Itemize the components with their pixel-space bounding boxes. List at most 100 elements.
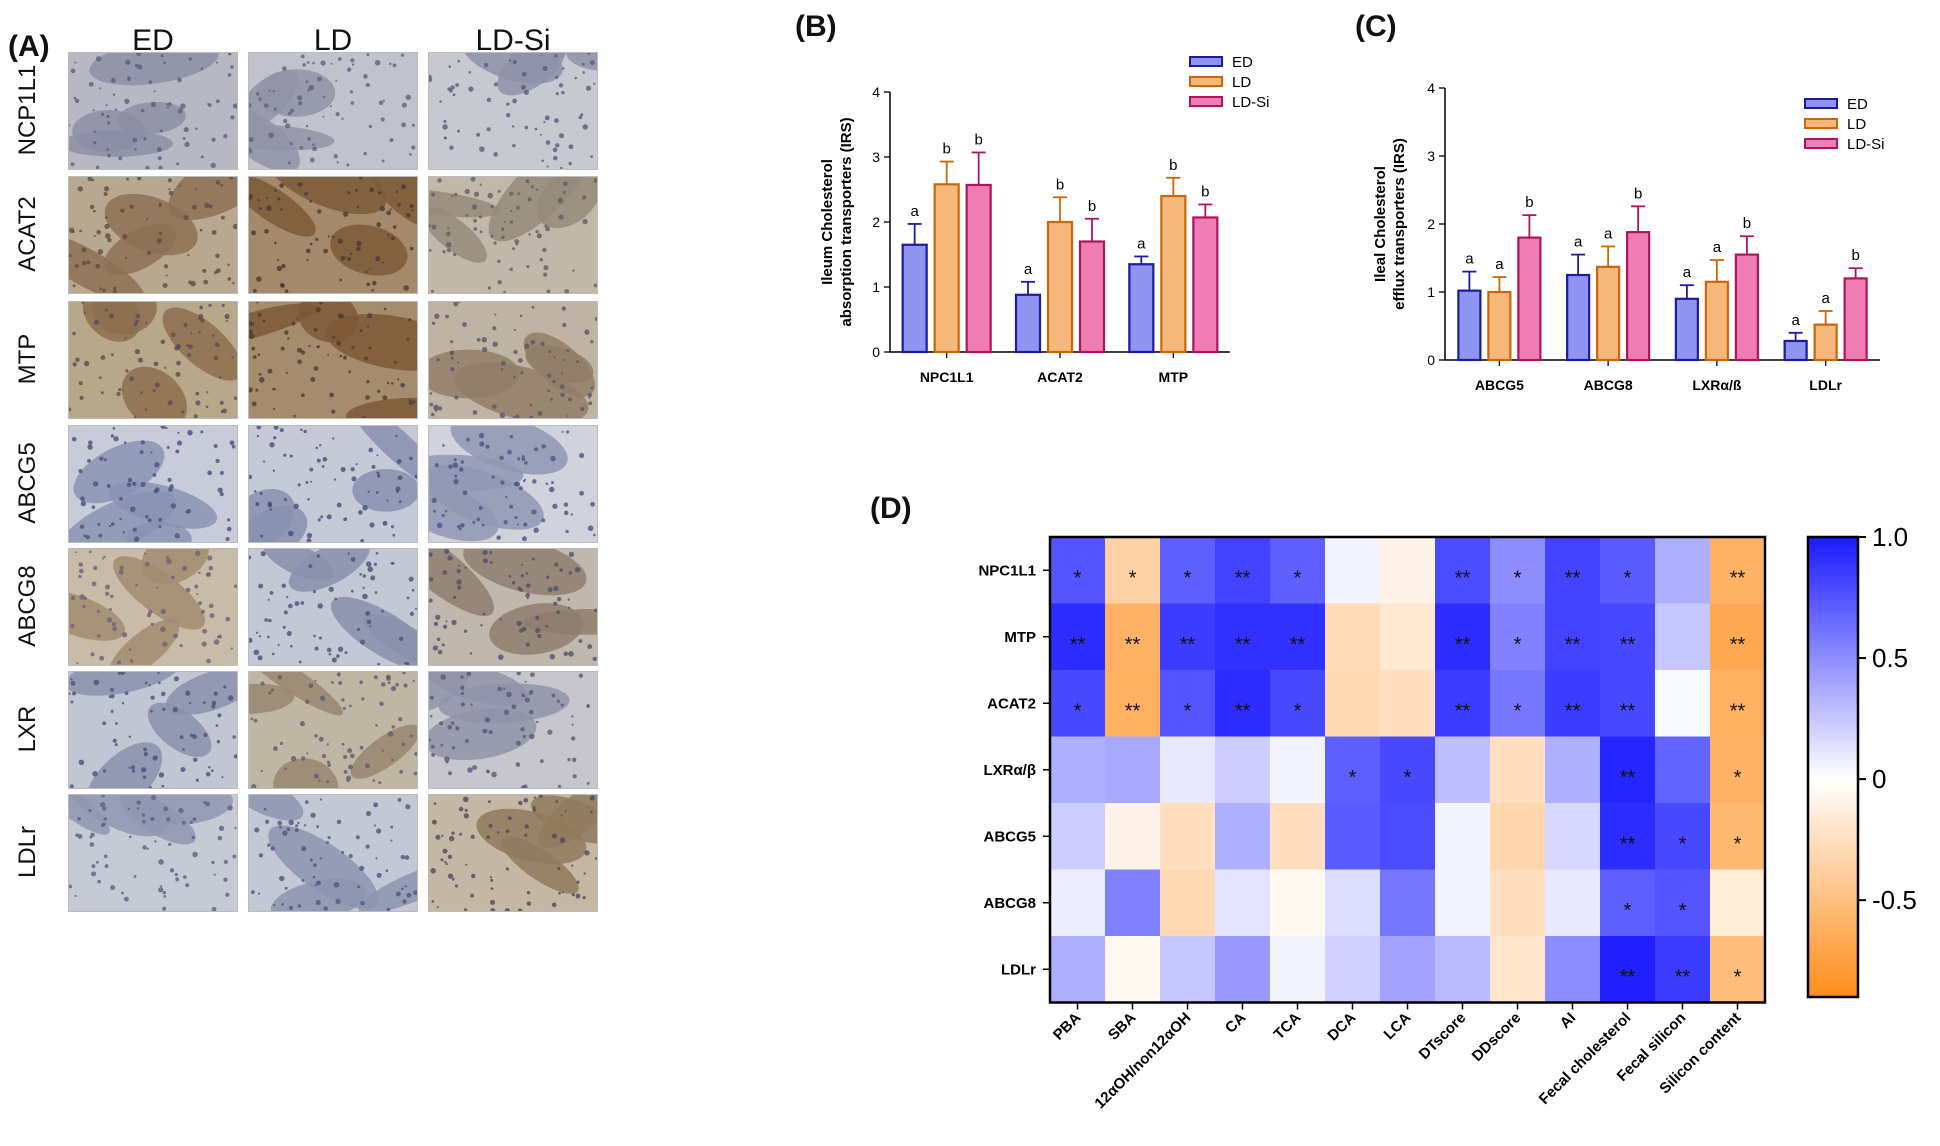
significance-letter: b bbox=[1634, 185, 1642, 202]
significance-star: ** bbox=[1455, 634, 1471, 656]
heatmap-cell bbox=[1490, 537, 1546, 604]
heatmap-cell bbox=[1435, 869, 1491, 937]
bar-ld-si bbox=[1078, 240, 1106, 354]
heatmap-cell bbox=[1655, 670, 1711, 737]
significance-letter: b bbox=[1169, 157, 1177, 174]
micrograph-image bbox=[68, 301, 238, 419]
x-tick-label: LXRα/ß bbox=[1692, 377, 1741, 393]
heatmap-cell bbox=[1050, 736, 1106, 804]
tissue-texture bbox=[249, 302, 417, 418]
column-header: LD-Si bbox=[475, 24, 551, 57]
heatmap-cell bbox=[1380, 869, 1436, 937]
tissue-texture bbox=[429, 426, 596, 542]
significance-star: ** bbox=[1235, 700, 1251, 722]
bar-ed bbox=[1566, 273, 1591, 362]
heatmap-cell bbox=[1105, 670, 1161, 737]
significance-letter: a bbox=[1024, 261, 1033, 278]
heatmap-cell bbox=[1325, 936, 1381, 1003]
heatmap-cell bbox=[1545, 936, 1601, 1003]
micrograph-image bbox=[248, 425, 418, 543]
significance-star: ** bbox=[1455, 700, 1471, 722]
heatmap-cell bbox=[1215, 936, 1271, 1003]
column-label: 12αOH/non12αOH bbox=[1091, 1009, 1194, 1112]
significance-star: * bbox=[1184, 700, 1192, 722]
heatmap-cell bbox=[1435, 670, 1491, 737]
bar-ld-si bbox=[1734, 253, 1759, 362]
tissue-texture bbox=[429, 53, 597, 169]
heatmap-cell bbox=[1050, 670, 1106, 737]
heatmap-cell bbox=[1655, 736, 1711, 804]
column-header: LD bbox=[313, 24, 353, 57]
bar-ed bbox=[1674, 297, 1699, 362]
significance-star: ** bbox=[1070, 634, 1086, 656]
legend-label: ED bbox=[1847, 96, 1868, 113]
tissue-texture bbox=[69, 426, 236, 542]
row-label: MTP bbox=[1004, 629, 1036, 646]
row-label: LXRα/β bbox=[983, 762, 1036, 779]
colorbar bbox=[1806, 535, 1860, 999]
bar-ld-si bbox=[1192, 216, 1219, 354]
legend-swatch bbox=[1804, 138, 1838, 149]
column-header: ED bbox=[132, 24, 174, 57]
heatmap-cell bbox=[1655, 803, 1711, 870]
tissue-texture bbox=[249, 549, 417, 665]
significance-letter: b bbox=[942, 141, 950, 158]
significance-star: * bbox=[1294, 567, 1302, 589]
heatmap-cell bbox=[1435, 803, 1491, 870]
row-label: ABCG8 bbox=[983, 895, 1036, 912]
heatmap-cell bbox=[1710, 869, 1766, 937]
heatmap-cell bbox=[1105, 803, 1161, 870]
significance-star: * bbox=[1679, 833, 1687, 855]
heatmap-cell bbox=[1050, 869, 1106, 937]
significance-star: ** bbox=[1125, 634, 1141, 656]
legend-label: LD bbox=[1847, 116, 1866, 133]
y-tick-label: 2 bbox=[1427, 216, 1435, 232]
micrograph-image bbox=[428, 794, 598, 912]
bar-ed bbox=[1457, 289, 1482, 362]
heatmap-cell bbox=[1380, 736, 1436, 804]
heatmap-cell bbox=[1490, 670, 1546, 737]
significance-star: ** bbox=[1675, 966, 1691, 988]
bar-ld-si bbox=[1517, 236, 1542, 362]
significance-letter: b bbox=[1525, 194, 1533, 211]
bar-ld bbox=[1487, 290, 1512, 362]
panel-d-label: (D) bbox=[870, 492, 912, 525]
y-tick-label: 0 bbox=[872, 344, 880, 360]
heatmap-cell bbox=[1160, 803, 1216, 870]
heatmap-cell bbox=[1270, 936, 1326, 1003]
micrograph-image bbox=[68, 671, 238, 789]
heatmap-cell bbox=[1325, 670, 1381, 737]
significance-star: ** bbox=[1565, 634, 1581, 656]
bar-ed bbox=[1783, 339, 1808, 362]
heatmap-cell bbox=[1160, 869, 1216, 937]
heatmap-cell bbox=[1545, 736, 1601, 804]
heatmap-cell bbox=[1380, 537, 1436, 604]
heatmap-cell bbox=[1545, 603, 1601, 671]
heatmap-cell bbox=[1050, 603, 1106, 671]
column-label: Fecal cholesterol bbox=[1536, 1009, 1635, 1108]
significance-star: ** bbox=[1180, 634, 1196, 656]
heatmap-cell bbox=[1270, 803, 1326, 870]
heatmap-cell bbox=[1490, 936, 1546, 1003]
tissue-texture bbox=[249, 177, 417, 293]
legend-label: ED bbox=[1232, 54, 1253, 71]
y-tick-label: 2 bbox=[872, 214, 880, 230]
tissue-texture bbox=[69, 302, 237, 418]
heatmap-cell bbox=[1160, 603, 1216, 671]
bar-ld bbox=[1596, 265, 1621, 362]
y-tick-label: 0 bbox=[1427, 352, 1435, 368]
heatmap-cell bbox=[1545, 803, 1601, 870]
significance-letter: b bbox=[1743, 215, 1751, 232]
micrograph-image bbox=[428, 301, 598, 419]
bar-ld bbox=[1813, 323, 1838, 362]
heatmap-cell bbox=[1435, 736, 1491, 804]
heatmap-cell bbox=[1215, 869, 1271, 937]
heatmap-cell bbox=[1105, 869, 1161, 937]
heatmap-cell bbox=[1545, 537, 1601, 604]
colorbar-tick-label: 1.0 bbox=[1872, 522, 1908, 552]
significance-letter: a bbox=[1821, 290, 1830, 307]
heatmap-cell bbox=[1490, 736, 1546, 804]
bar-ed bbox=[901, 243, 928, 354]
legend-label: LD-Si bbox=[1232, 94, 1270, 111]
micrograph-image bbox=[248, 176, 418, 294]
